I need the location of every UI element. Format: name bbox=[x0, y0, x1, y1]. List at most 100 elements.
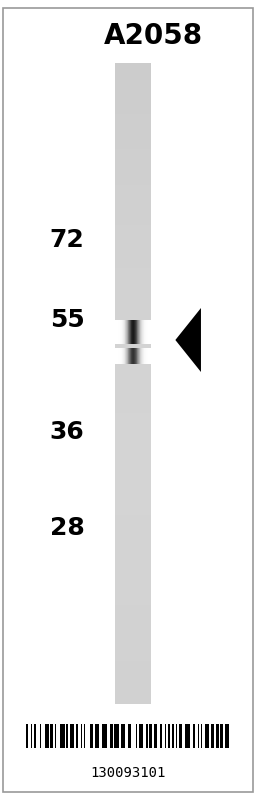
Bar bbox=[115, 366, 151, 369]
Bar bbox=[115, 315, 151, 318]
Bar bbox=[115, 558, 151, 561]
Bar bbox=[115, 443, 151, 446]
Bar bbox=[115, 300, 151, 303]
Bar bbox=[120, 320, 121, 344]
Bar bbox=[60, 724, 65, 748]
Bar bbox=[30, 724, 32, 748]
Bar bbox=[115, 428, 151, 431]
Bar bbox=[115, 462, 151, 465]
Bar bbox=[115, 246, 151, 250]
Bar bbox=[115, 347, 151, 350]
Bar bbox=[115, 121, 151, 124]
Bar bbox=[127, 348, 128, 364]
Bar bbox=[115, 483, 151, 486]
Bar bbox=[115, 424, 151, 426]
Bar bbox=[115, 400, 151, 403]
Bar bbox=[129, 348, 130, 364]
Bar bbox=[55, 724, 56, 748]
Bar bbox=[118, 320, 119, 344]
Bar bbox=[115, 447, 151, 450]
Bar bbox=[115, 355, 151, 358]
Bar bbox=[81, 724, 82, 748]
Bar bbox=[115, 694, 151, 698]
Text: 55: 55 bbox=[50, 308, 84, 332]
Bar bbox=[115, 360, 151, 362]
Bar bbox=[115, 411, 151, 414]
Bar bbox=[124, 348, 125, 364]
Bar bbox=[165, 724, 166, 748]
Bar bbox=[135, 348, 136, 364]
Bar bbox=[115, 95, 151, 98]
Bar bbox=[115, 392, 151, 394]
Bar bbox=[50, 724, 53, 748]
Bar bbox=[115, 603, 151, 606]
Bar bbox=[148, 320, 149, 344]
Bar bbox=[115, 434, 151, 438]
Bar bbox=[134, 348, 135, 364]
Bar bbox=[154, 724, 157, 748]
Bar bbox=[115, 172, 151, 175]
Bar bbox=[115, 168, 151, 170]
Bar bbox=[115, 396, 151, 399]
Bar bbox=[115, 496, 151, 499]
Bar bbox=[115, 78, 151, 81]
Bar bbox=[115, 114, 151, 118]
Bar bbox=[115, 502, 151, 506]
Bar bbox=[185, 724, 190, 748]
Bar bbox=[193, 724, 195, 748]
Bar bbox=[115, 125, 151, 128]
Bar bbox=[115, 571, 151, 574]
Bar bbox=[115, 652, 151, 655]
Bar bbox=[115, 85, 151, 87]
Bar bbox=[133, 348, 134, 364]
Bar bbox=[115, 374, 151, 378]
Bar bbox=[115, 170, 151, 173]
Bar bbox=[132, 320, 133, 344]
Bar bbox=[115, 438, 151, 442]
Bar bbox=[115, 520, 151, 522]
Bar bbox=[150, 348, 151, 364]
Bar bbox=[139, 320, 140, 344]
Bar bbox=[115, 430, 151, 433]
Bar bbox=[115, 309, 151, 311]
Bar bbox=[115, 74, 151, 77]
Bar bbox=[115, 505, 151, 508]
Bar bbox=[144, 320, 145, 344]
Bar bbox=[115, 242, 151, 246]
Bar bbox=[115, 130, 151, 132]
Bar bbox=[115, 146, 151, 150]
Bar bbox=[90, 724, 93, 748]
Bar bbox=[115, 697, 151, 700]
Bar bbox=[149, 320, 150, 344]
Bar bbox=[34, 724, 36, 748]
Bar bbox=[115, 86, 151, 90]
Bar bbox=[115, 202, 151, 205]
Bar bbox=[115, 650, 151, 653]
Bar bbox=[115, 594, 151, 598]
Bar bbox=[143, 348, 144, 364]
Bar bbox=[115, 560, 151, 563]
Bar bbox=[115, 142, 151, 145]
Bar bbox=[115, 552, 151, 554]
Bar bbox=[115, 274, 151, 278]
Bar bbox=[140, 320, 141, 344]
Bar bbox=[115, 550, 151, 553]
Bar bbox=[144, 348, 145, 364]
Bar bbox=[115, 176, 151, 179]
Bar bbox=[115, 80, 151, 83]
Bar bbox=[137, 348, 138, 364]
Bar bbox=[211, 724, 214, 748]
Bar bbox=[115, 415, 151, 418]
Bar bbox=[115, 272, 151, 275]
Bar bbox=[135, 320, 136, 344]
Bar bbox=[115, 258, 151, 260]
Text: 72: 72 bbox=[50, 228, 84, 252]
Bar bbox=[115, 82, 151, 86]
Bar bbox=[115, 102, 151, 105]
Bar bbox=[115, 386, 151, 388]
Text: A2058: A2058 bbox=[104, 22, 203, 50]
Bar bbox=[115, 686, 151, 689]
Bar bbox=[115, 210, 151, 214]
Bar bbox=[115, 387, 151, 390]
Bar bbox=[115, 319, 151, 322]
